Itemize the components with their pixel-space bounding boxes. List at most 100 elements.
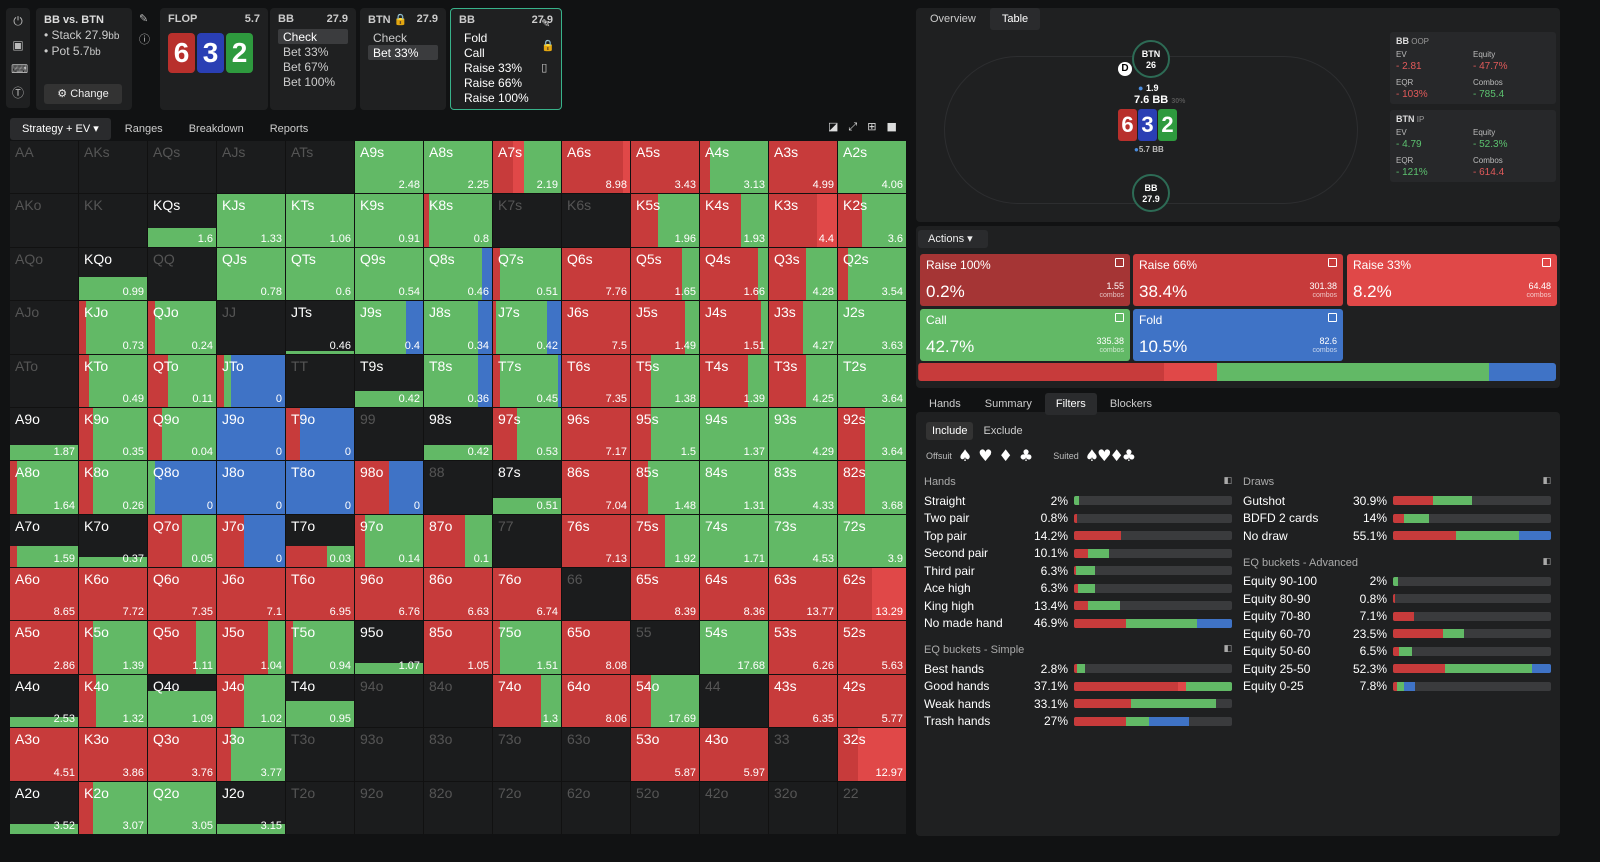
hand-cell[interactable]: AKs	[79, 141, 147, 194]
filter-row[interactable]: No draw 55.1%	[1243, 527, 1551, 545]
note-icon[interactable]	[1328, 258, 1337, 267]
hand-cell[interactable]: 88	[424, 461, 492, 514]
hand-cell[interactable]: 97o 0.14	[355, 514, 423, 568]
hand-cell[interactable]: 99	[355, 407, 423, 461]
hand-cell[interactable]: AQo	[10, 247, 78, 301]
hand-cell[interactable]: Q5s 1.65	[631, 247, 699, 301]
hand-cell[interactable]: 63o	[562, 728, 630, 781]
hand-cell[interactable]: T9o 0	[286, 407, 354, 461]
filter-row[interactable]: Equity 80-90 0.8%	[1243, 590, 1551, 608]
hand-cell[interactable]: JTs 0.46	[286, 301, 354, 354]
hand-cell[interactable]: KJo 0.73	[79, 301, 147, 354]
grid-tab[interactable]: Strategy + EV ▾	[10, 118, 111, 140]
hand-cell[interactable]: 64s 8.36	[700, 568, 768, 621]
hand-cell[interactable]: KQo 0.99	[79, 247, 147, 301]
action-node-1[interactable]: BTN 🔒 27.9 Check Bet 33%	[360, 8, 446, 110]
hand-cell[interactable]: 83s 4.33	[769, 461, 837, 514]
hand-cell[interactable]: 72s 3.9	[838, 514, 906, 568]
hand-cell[interactable]: AJo	[10, 301, 78, 354]
hand-cell[interactable]: 54o 17.69	[631, 674, 699, 728]
hand-cell[interactable]: Q3o 3.76	[148, 728, 216, 781]
bb-seat[interactable]: BB 27.9	[1132, 174, 1170, 212]
node-option[interactable]: Raise 66%	[464, 76, 523, 90]
hand-cell[interactable]: 75o 1.51	[493, 621, 561, 674]
filter-row[interactable]: Weak hands 33.1%	[924, 695, 1232, 713]
hand-cell[interactable]: Q6o 7.35	[148, 568, 216, 621]
hand-cell[interactable]: T9s 0.42	[355, 354, 423, 407]
hand-cell[interactable]: 86o 6.63	[424, 568, 492, 621]
hand-cell[interactable]: T3o	[286, 728, 354, 781]
hand-cell[interactable]: 66	[562, 568, 630, 621]
hand-cell[interactable]: 73o	[493, 728, 561, 781]
hand-cell[interactable]: T5o 0.94	[286, 621, 354, 674]
book-icon[interactable]: ▯	[541, 61, 548, 74]
hand-cell[interactable]: 96o 6.76	[355, 568, 423, 621]
hand-cell[interactable]: A7o 1.59	[10, 514, 78, 568]
hand-cell[interactable]: A8s 2.25	[424, 141, 492, 194]
note-icon[interactable]	[1328, 313, 1337, 322]
hand-cell[interactable]: QJs 0.78	[217, 247, 285, 301]
node-option[interactable]: Raise 100%	[464, 91, 529, 105]
hand-cell[interactable]: J6o 7.1	[217, 568, 285, 621]
hand-cell[interactable]: 86s 7.04	[562, 461, 630, 514]
hand-cell[interactable]: K4o 1.32	[79, 674, 147, 728]
actions-dropdown[interactable]: Actions ▾	[918, 230, 988, 248]
hand-cell[interactable]: K9o 0.35	[79, 407, 147, 461]
hand-cell[interactable]: 62s 13.29	[838, 568, 906, 621]
hand-cell[interactable]: K7o 0.37	[79, 514, 147, 568]
exclude-button[interactable]: Exclude	[983, 425, 1023, 437]
hand-cell[interactable]: J9s 0.4	[355, 301, 423, 354]
hand-cell[interactable]: Q4o 1.09	[148, 674, 216, 728]
node-option[interactable]: Check	[373, 31, 408, 45]
hand-cell[interactable]: K6o 7.72	[79, 568, 147, 621]
hand-cell[interactable]: 82o	[424, 781, 492, 834]
hand-cell[interactable]: J4o 1.02	[217, 674, 285, 728]
hand-cell[interactable]: K3s 4.4	[769, 194, 837, 247]
hand-cell[interactable]: K2s 3.6	[838, 194, 906, 247]
hand-cell[interactable]: 22	[838, 781, 906, 834]
filter-row[interactable]: Equity 90-100 2%	[1243, 573, 1551, 591]
include-button[interactable]: Include	[926, 422, 974, 440]
right-tab[interactable]: Table	[989, 8, 1041, 30]
hand-cell[interactable]: T8s 0.36	[424, 354, 492, 407]
hand-cell[interactable]: 65o 8.08	[562, 621, 630, 674]
hand-cell[interactable]: 95o 1.07	[355, 621, 423, 674]
hand-cell[interactable]: K6s	[562, 194, 630, 247]
action-node-0[interactable]: BB 27.9 Check Bet 33% Bet 67% Bet 100%	[270, 8, 356, 110]
hand-cell[interactable]: KTo 0.49	[79, 354, 147, 407]
hand-cell[interactable]: Q9s 0.54	[355, 247, 423, 301]
hand-cell[interactable]: J8s 0.34	[424, 301, 492, 354]
toggle-icon[interactable]: ◧	[1223, 476, 1232, 486]
hand-cell[interactable]: Q3s 4.28	[769, 247, 837, 301]
bottom-tab[interactable]: Hands	[929, 398, 961, 410]
spade-icon[interactable]: ♠	[957, 446, 973, 465]
hand-cell[interactable]: QTs 0.6	[286, 247, 354, 301]
hand-cell[interactable]: 74o 1.3	[493, 674, 561, 728]
note-icon[interactable]	[1115, 313, 1124, 322]
toggle-icon[interactable]: ◧	[1542, 556, 1551, 567]
hand-cell[interactable]: 52s 5.63	[838, 621, 906, 674]
node-option[interactable]: Call	[464, 46, 485, 60]
hand-cell[interactable]: ATo	[10, 354, 78, 407]
hand-cell[interactable]: Q9o 0.04	[148, 407, 216, 461]
hand-cell[interactable]: QTo 0.11	[148, 354, 216, 407]
bottom-tab[interactable]: Summary	[984, 398, 1032, 410]
hand-cell[interactable]: A3s 4.99	[769, 141, 837, 194]
hand-cell[interactable]: K8s 0.8	[424, 194, 492, 247]
hand-cell[interactable]: T7s 0.45	[493, 354, 561, 407]
grid-tab[interactable]: Reports	[269, 123, 309, 135]
hand-cell[interactable]: T2o	[286, 781, 354, 834]
hand-cell[interactable]: K3o 3.86	[79, 728, 147, 781]
hand-cell[interactable]: 95s 1.5	[631, 407, 699, 461]
heart-icon[interactable]: ♥	[978, 446, 993, 465]
hand-cell[interactable]: TT	[286, 354, 354, 407]
hand-cell[interactable]: AKo	[10, 194, 78, 247]
hand-cell[interactable]: T6s 7.35	[562, 354, 630, 407]
pencil-icon[interactable]: ✎	[541, 17, 551, 30]
hand-cell[interactable]: AA	[10, 141, 78, 194]
note-icon[interactable]	[1542, 258, 1551, 267]
hand-cell[interactable]: ATs	[286, 141, 354, 194]
hand-cell[interactable]: A9s 2.48	[355, 141, 423, 194]
filter-row[interactable]: Second pair 10.1%	[924, 545, 1232, 563]
hand-cell[interactable]: 92o	[355, 781, 423, 834]
